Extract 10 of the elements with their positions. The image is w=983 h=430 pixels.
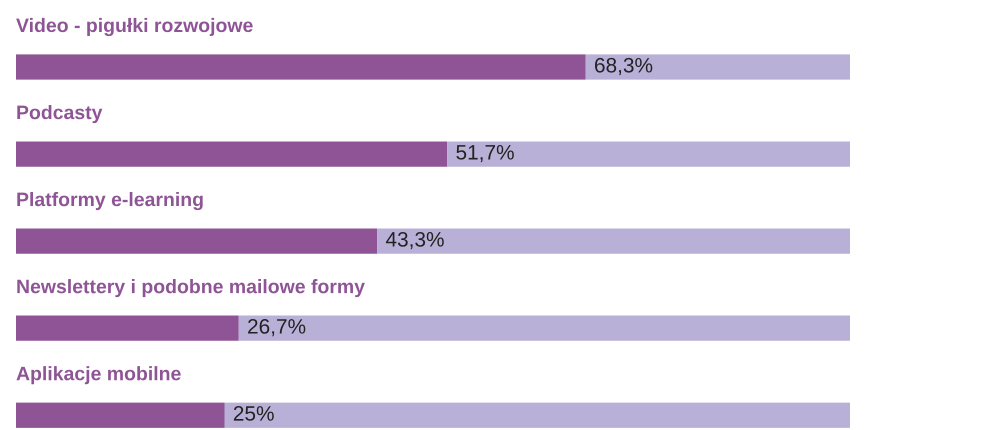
y-tick-label: Podcasty — [17, 104, 102, 124]
y-tick-label: Video - pigułki rozwojowe — [16, 18, 253, 36]
data-label: 51,7% — [456, 145, 514, 162]
data-label: 68,3% — [595, 58, 652, 76]
y-tick-label: Newslettery i podobne mailowe formy — [17, 279, 365, 298]
y-tick-label: Aplikacje mobilne — [16, 366, 181, 384]
data-label: 43,3% — [386, 232, 444, 250]
data-label: 26,7% — [248, 319, 306, 336]
y-tick-label: Platformy e-learning — [17, 192, 203, 210]
data-label: 25% — [234, 406, 274, 421]
